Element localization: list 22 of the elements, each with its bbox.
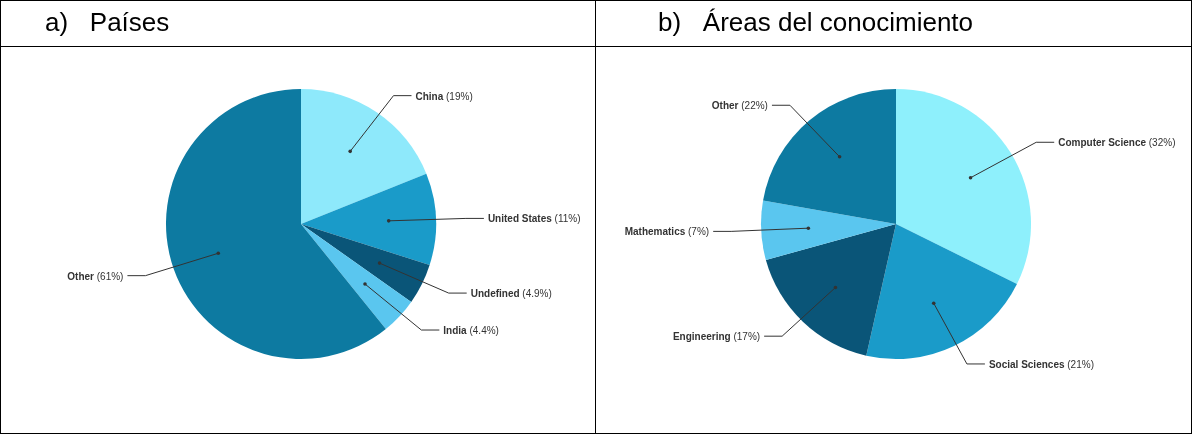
data-label: (22%) [738,100,768,112]
slice-label: Undefined [470,288,520,300]
data-label: (11%) [551,213,581,225]
slice-label: Engineering [672,331,731,343]
slice-label: China [415,90,444,102]
chart-title: a) Países [1,1,595,47]
slice-label: Other [711,100,739,112]
data-label: (21%) [1064,358,1094,370]
data-label: (7%) [685,226,710,238]
slice-label: Social Sciences [988,358,1065,370]
slice-label: Mathematics [624,226,686,238]
data-label: (61%) [93,270,124,282]
slice-label: Computer Science [1058,137,1147,149]
data-label: (19%) [443,90,473,102]
data-label: (32%) [1146,137,1176,149]
data-label: (17%) [730,331,761,343]
data-label: (4.9%) [519,288,552,300]
slice-label: United States [487,213,553,225]
data-label: (4.4%) [466,325,499,337]
slice-label: India [443,325,468,337]
chart-title: b) Áreas del conocimiento [596,1,1191,47]
slice-label: Other [67,270,95,282]
